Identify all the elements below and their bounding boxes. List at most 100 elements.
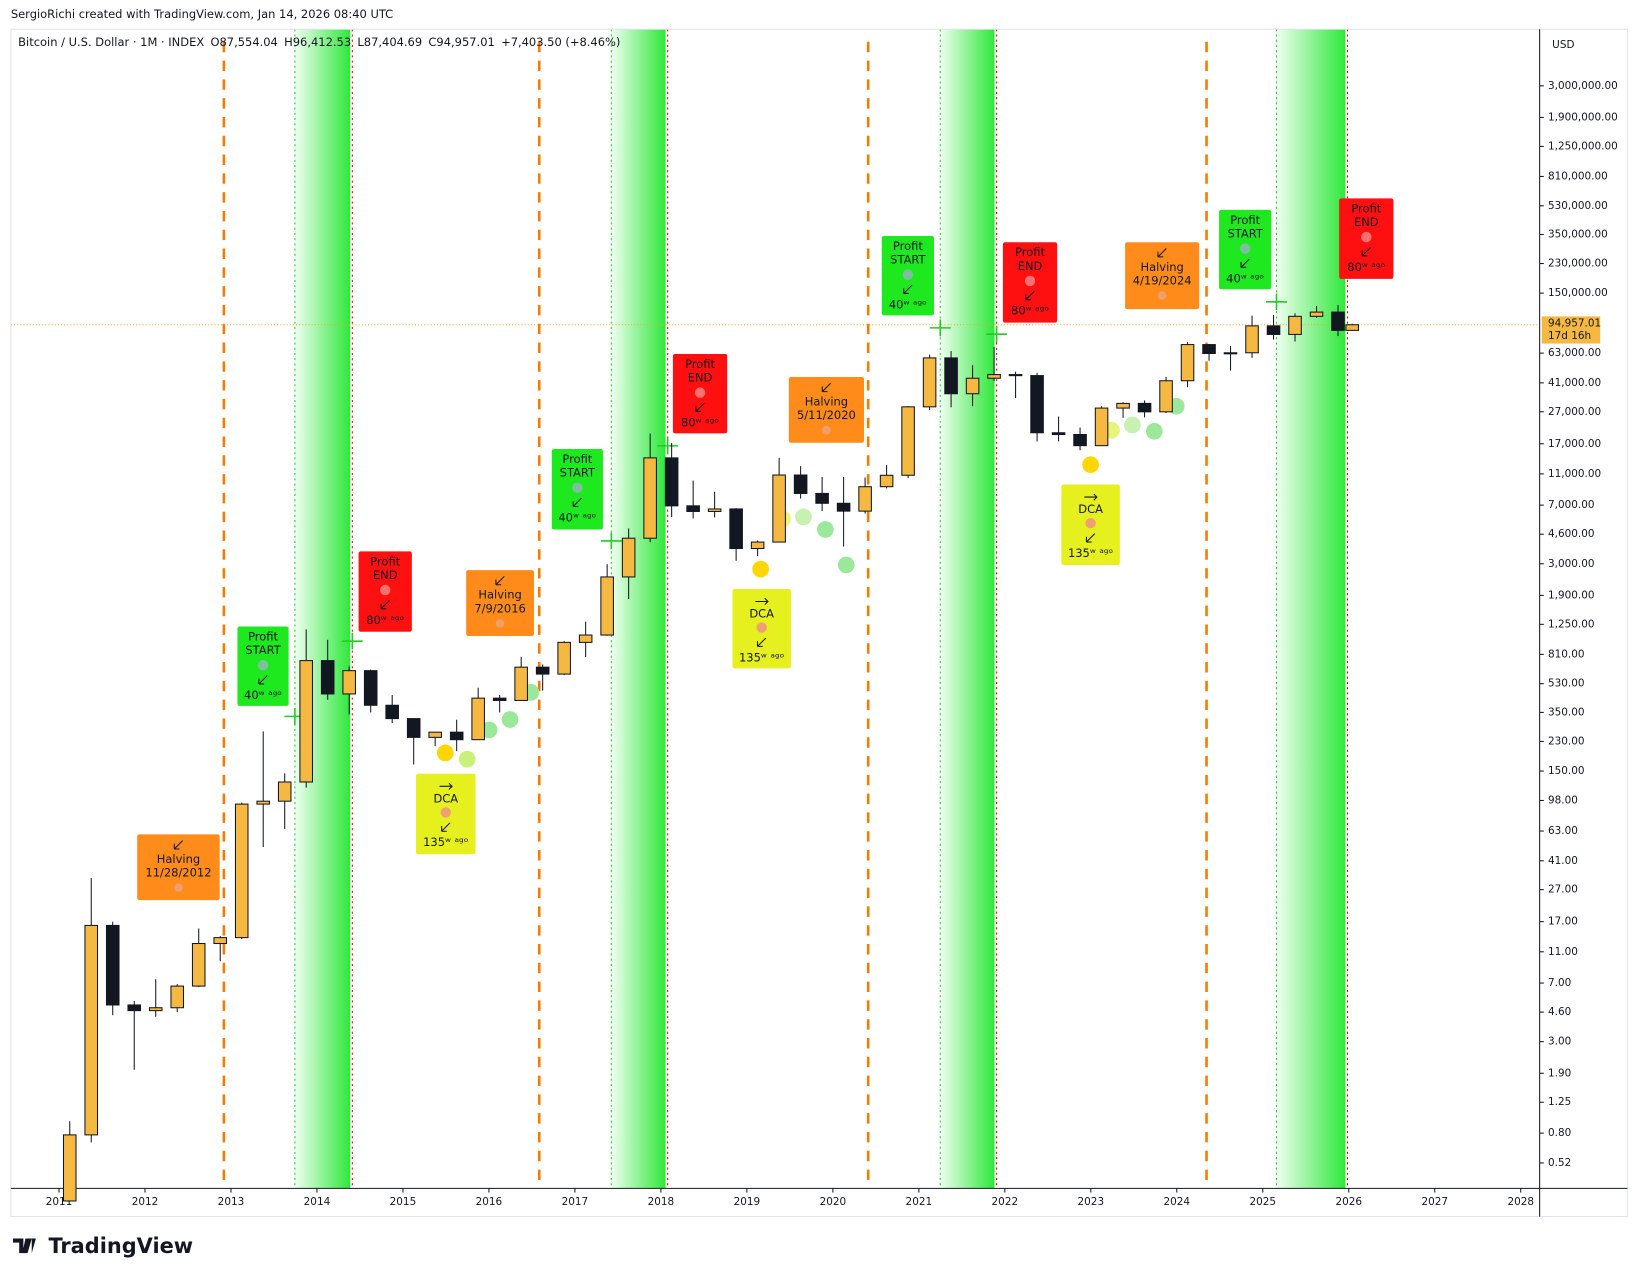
candle-body: [987, 374, 1001, 379]
annotation-note: 40ʷ ᵃᵍᵒ: [558, 510, 596, 524]
candle-body: [1051, 432, 1066, 436]
annotation-subtitle: END: [688, 371, 713, 385]
candle-body: [1180, 344, 1195, 382]
candle-body: [965, 377, 980, 395]
candle-body: [1202, 344, 1216, 355]
annotation-subtitle: START: [1227, 226, 1263, 240]
candle-body: [234, 803, 249, 939]
candle-body: [1137, 402, 1152, 413]
y-tick-label: 7.00: [1548, 977, 1571, 989]
signal-cross: [929, 319, 951, 337]
annotation-dot: [822, 426, 831, 435]
annotation-subtitle: 7/9/2016: [474, 601, 526, 615]
y-tick-label: 230.00: [1548, 735, 1585, 747]
dca-dot: [458, 750, 476, 768]
y-tick-label: 41,000.00: [1548, 377, 1601, 389]
candle-body: [277, 781, 292, 802]
y-tick-label: 810.00: [1548, 648, 1585, 660]
x-tick-label: 2020: [820, 1196, 847, 1208]
y-tick-label: 350,000.00: [1548, 228, 1608, 240]
icon: [173, 840, 184, 850]
frame: [10, 28, 1628, 1218]
dca-dot: [817, 521, 834, 538]
currency: USD: [1552, 39, 1574, 51]
candle-body: [600, 576, 614, 636]
annotation-dot: [1024, 275, 1036, 287]
candle-body: [320, 660, 335, 695]
candle-body: [385, 704, 399, 720]
candle-body: [170, 985, 185, 1009]
annotation-dot: [572, 482, 583, 493]
y-tick-label: 1,900,000.00: [1548, 111, 1618, 123]
icon: [572, 497, 582, 507]
annotation-title: Profit: [562, 452, 592, 466]
y-tick-label: 63,000.00: [1548, 347, 1601, 359]
profit-zone: [294, 29, 351, 1189]
x-tick-label: 2015: [390, 1196, 417, 1208]
x-tick-label: 2024: [1164, 1196, 1191, 1208]
candle-body: [772, 474, 786, 543]
annotation-dot: [694, 387, 706, 398]
candle-body: [793, 474, 808, 494]
annotation: DCA 135ʷ ᵃᵍᵒ: [416, 773, 476, 855]
candle-body: [1331, 311, 1345, 331]
legend-ohlc: H96,412.53: [284, 34, 351, 48]
annotation-dot: [902, 269, 914, 280]
annotation-dot: [174, 883, 183, 892]
icon: [756, 637, 767, 647]
annotation-title: Profit: [893, 239, 923, 253]
annotation-subtitle: START: [560, 466, 596, 480]
annotation-box: [137, 834, 220, 901]
annotation-title: Profit: [248, 630, 278, 644]
dca-dot: [752, 560, 769, 578]
icon: [1240, 258, 1250, 268]
dca-dot: [1145, 422, 1163, 440]
candle-body: [557, 641, 571, 675]
y-tick-label: 0.52: [1548, 1157, 1571, 1169]
legend-ohlc: L87,404.69: [357, 34, 422, 48]
y-tick-label: 17.00: [1548, 916, 1578, 928]
candle-body: [1094, 407, 1109, 447]
annotation-subtitle: END: [373, 568, 398, 582]
y-tick-label: 1,250,000.00: [1548, 140, 1618, 152]
annotation-title: Profit: [1015, 245, 1045, 259]
icon: [1084, 493, 1098, 501]
candle-body: [750, 541, 765, 550]
dca-dot: [501, 711, 519, 728]
candle-body: [471, 697, 485, 741]
annotation-dot: [257, 659, 269, 671]
x-tick-label: 2017: [562, 1196, 589, 1208]
y-tick-label: 150,000.00: [1548, 287, 1608, 299]
annotation-title: Halving: [478, 588, 521, 602]
legend-ohlc: +7,403.50 (+8.46%): [501, 34, 620, 48]
annotation-box: [1125, 242, 1200, 310]
legend: Bitcoin / U.S. Dollar · 1M · INDEX O87,55…: [18, 34, 620, 48]
x-tick-label: 2026: [1335, 1196, 1362, 1208]
signal-cross: [1266, 293, 1287, 311]
annotation: DCA 135ʷ ᵃᵍᵒ: [732, 588, 791, 669]
icon: [821, 382, 831, 393]
candle-body: [621, 537, 636, 578]
annotation-note: 40ʷ ᵃᵍᵒ: [1226, 271, 1264, 285]
x-tick-label: 2021: [906, 1196, 933, 1208]
icon: [495, 576, 505, 586]
x-tick-label: 2019: [734, 1196, 761, 1208]
y-tick-label: 530.00: [1548, 678, 1585, 690]
annotation-title: Profit: [1351, 201, 1381, 215]
annotation-title: Profit: [685, 357, 715, 371]
candle-body: [836, 502, 851, 512]
candle-body: [428, 731, 442, 738]
icon: [380, 600, 390, 610]
dca-dot: [837, 556, 855, 574]
candle-body: [578, 634, 593, 643]
annotation-subtitle: END: [1018, 259, 1043, 273]
x-tick-label: 2012: [132, 1196, 159, 1208]
x-tick-label: 2018: [648, 1196, 675, 1208]
